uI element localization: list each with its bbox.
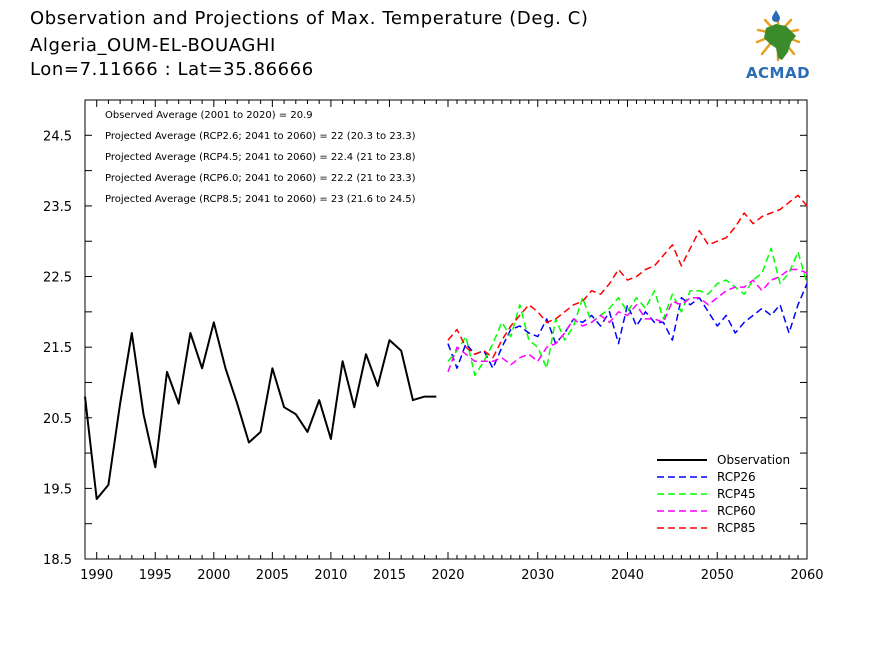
y-tick-label: 19.5	[43, 482, 72, 497]
x-tick-label: 2020	[431, 568, 464, 583]
x-tick-label: 2000	[197, 568, 230, 583]
y-tick-label: 22.5	[43, 271, 72, 286]
acmad-logo: ACMAD	[736, 8, 820, 84]
series-line-rcp45	[447, 247, 808, 377]
legend-label-rcp45: RCP45	[717, 487, 756, 501]
annotation-text: Projected Average (RCP4.5; 2041 to 2060)…	[105, 152, 416, 163]
y-tick-label: 18.5	[43, 553, 72, 568]
legend-label-observation: Observation	[717, 453, 790, 467]
x-tick-label: 2030	[521, 568, 554, 583]
annotation-text: Projected Average (RCP8.5; 2041 to 2060)…	[105, 194, 416, 205]
chart-title: Observation and Projections of Max. Temp…	[30, 8, 589, 29]
x-tick-label: 1995	[139, 568, 172, 583]
legend-label-rcp60: RCP60	[717, 504, 756, 518]
annotation-text: Projected Average (RCP2.6; 2041 to 2060)…	[105, 131, 416, 142]
y-tick-label: 21.5	[43, 341, 72, 356]
legend-label-rcp85: RCP85	[717, 521, 756, 535]
x-tick-label: 2005	[256, 568, 289, 583]
x-tick-label: 2060	[790, 568, 823, 583]
series-line-observation	[84, 321, 437, 500]
x-tick-label: 1990	[80, 568, 113, 583]
y-tick-label: 23.5	[43, 200, 72, 215]
station-name: Algeria_OUM-EL-BOUAGHI	[30, 35, 276, 56]
legend-label-rcp26: RCP26	[717, 470, 756, 484]
series-line-rcp60	[447, 268, 808, 373]
africa-map-icon	[755, 10, 801, 62]
x-tick-label: 2040	[611, 568, 644, 583]
x-tick-label: 2050	[701, 568, 734, 583]
x-tick-label: 2010	[314, 568, 347, 583]
plot-frame	[84, 99, 808, 560]
annotation-text: Observed Average (2001 to 2020) = 20.9	[105, 110, 313, 121]
series-line-rcp85	[447, 194, 808, 359]
station-coordinates: Lon=7.11666 : Lat=35.86666	[30, 59, 314, 80]
annotation-text: Projected Average (RCP6.0; 2041 to 2060)…	[105, 173, 416, 184]
y-tick-label: 24.5	[43, 129, 72, 144]
series-line-rcp26	[447, 283, 808, 370]
x-tick-label: 2015	[373, 568, 406, 583]
y-tick-label: 20.5	[43, 412, 72, 427]
logo-text: ACMAD	[745, 64, 811, 82]
